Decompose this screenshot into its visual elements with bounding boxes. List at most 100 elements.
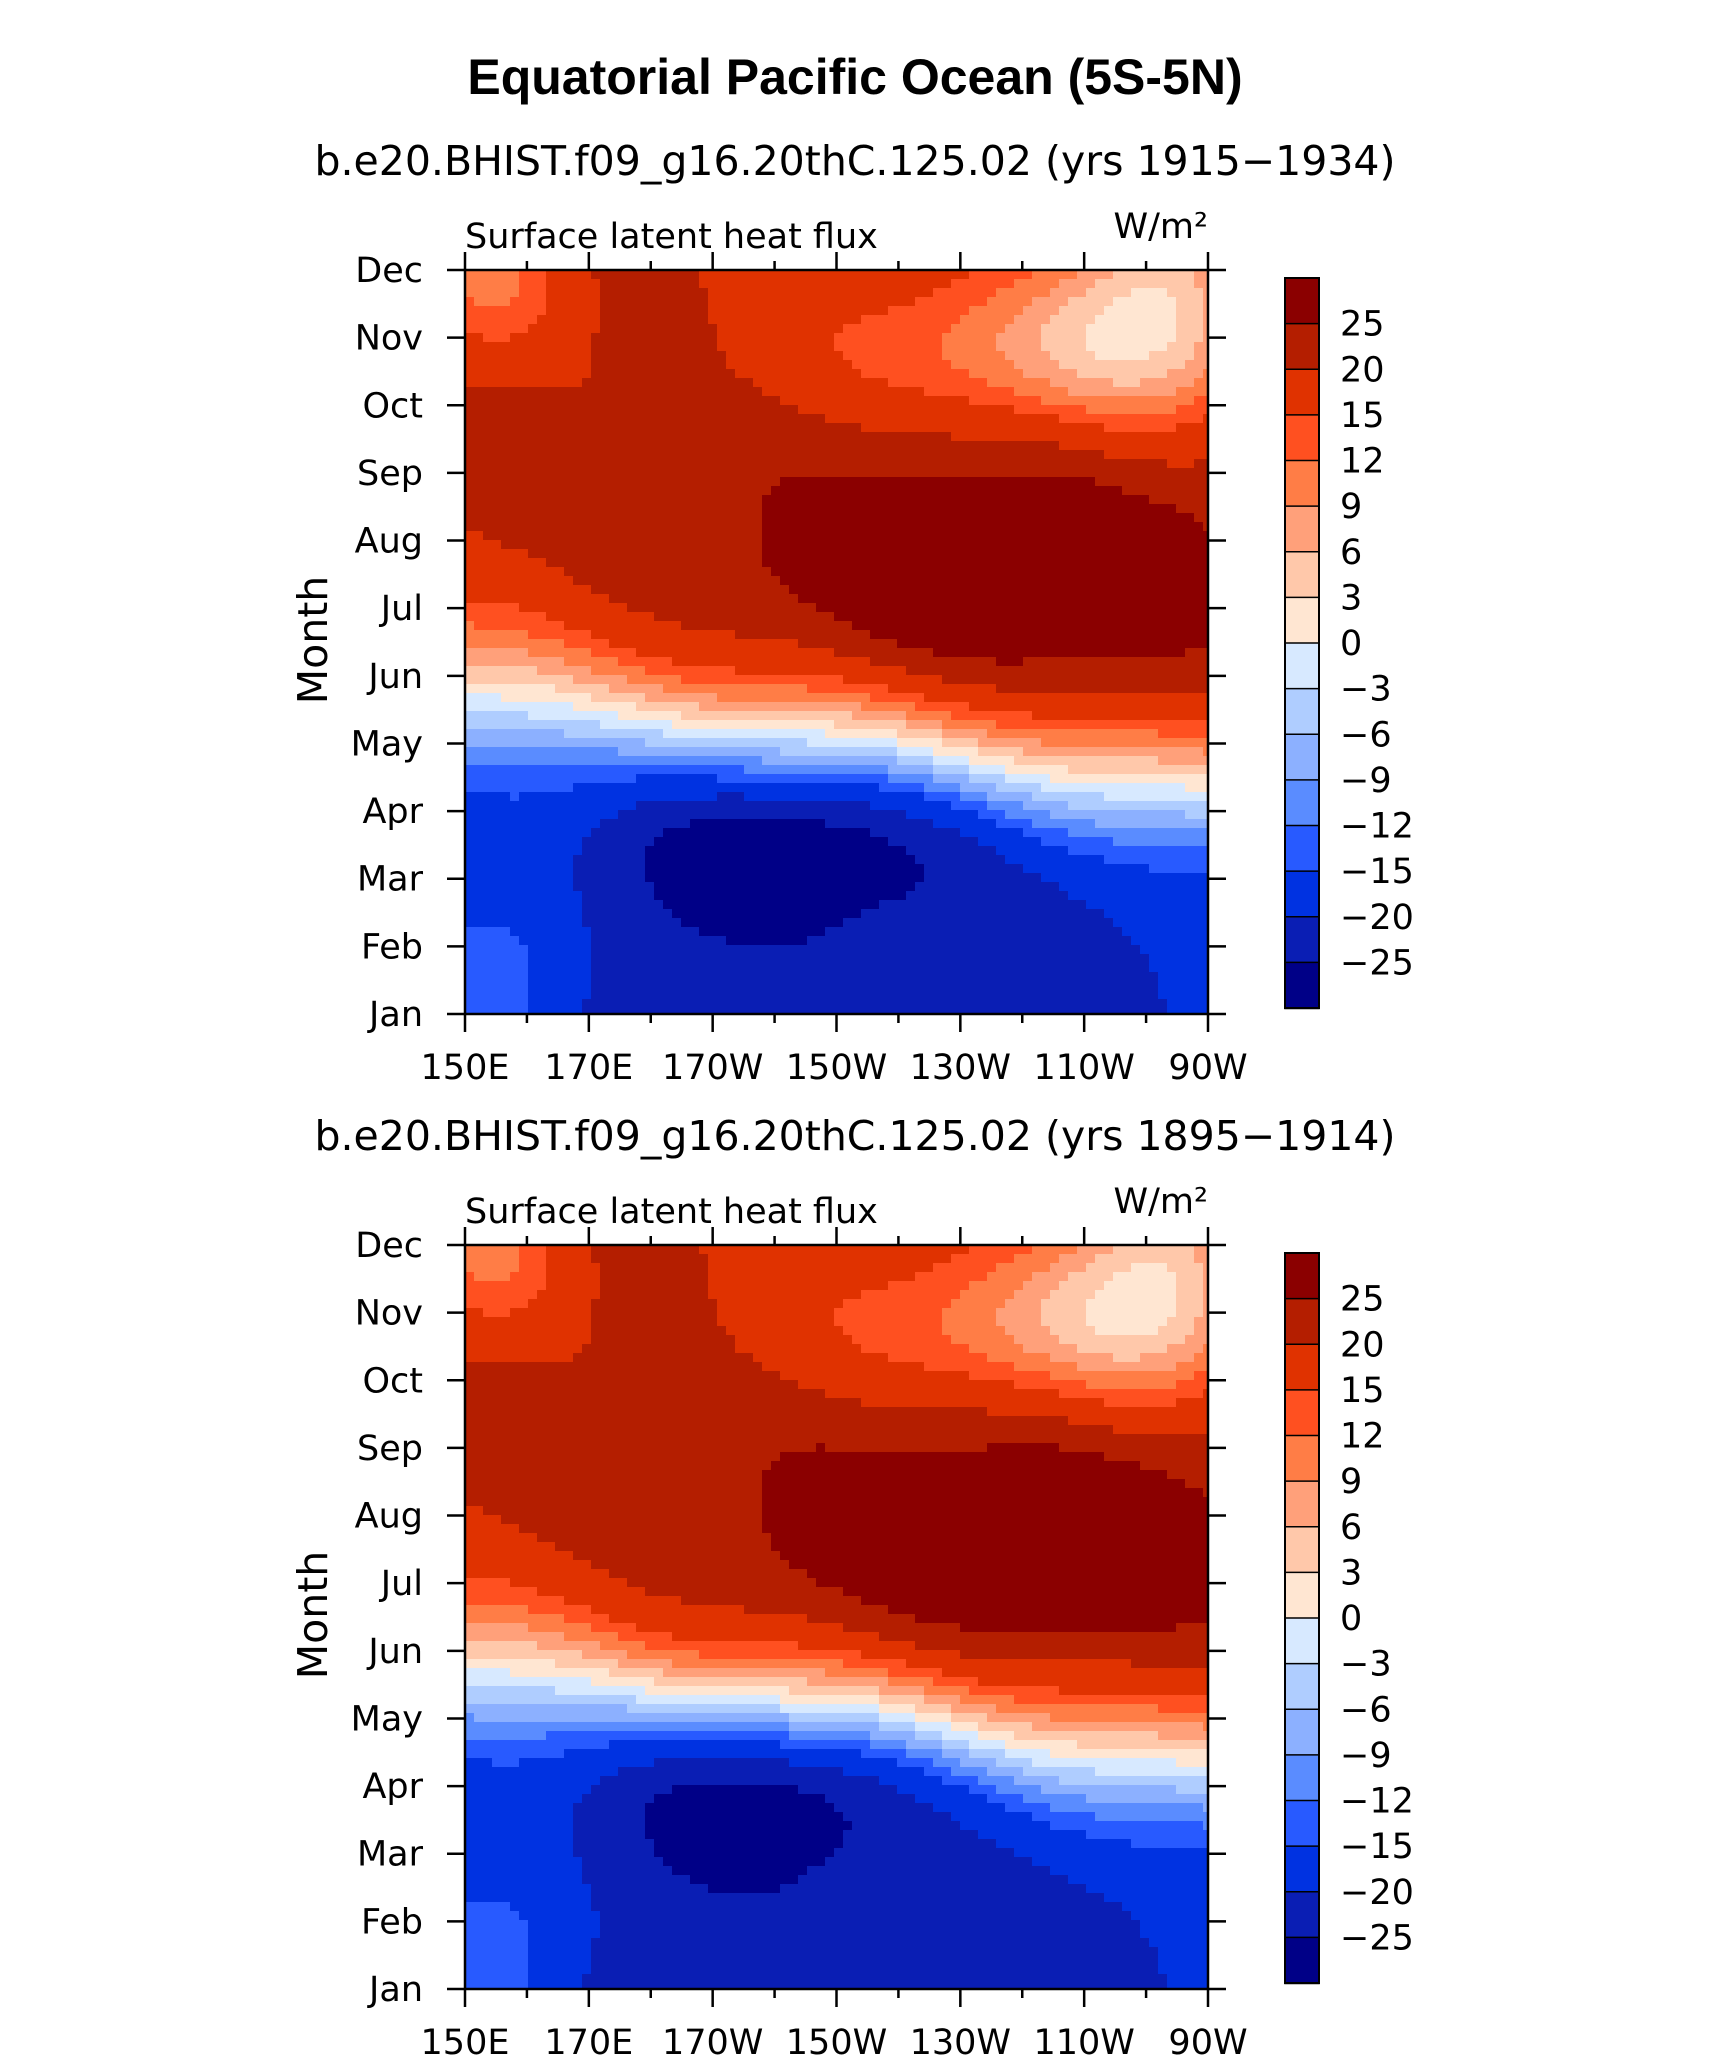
field-cell	[573, 621, 583, 631]
field-cell	[1176, 558, 1186, 568]
field-cell	[465, 333, 475, 343]
field-cell	[1086, 711, 1096, 721]
field-cell	[1023, 729, 1033, 739]
field-cell	[663, 603, 673, 613]
field-cell	[870, 369, 880, 379]
field-cell	[564, 693, 574, 703]
field-cell	[519, 477, 529, 487]
field-cell	[1149, 585, 1159, 595]
field-cell	[672, 648, 682, 658]
field-cell	[609, 477, 619, 487]
field-cell	[816, 270, 826, 280]
field-cell	[807, 648, 817, 658]
field-cell	[924, 360, 934, 370]
field-cell	[960, 405, 970, 415]
field-cell	[816, 504, 826, 514]
field-cell	[906, 585, 916, 595]
field-cell	[960, 513, 970, 523]
field-cell	[474, 594, 484, 604]
field-cell	[1158, 432, 1168, 442]
field-cell	[636, 360, 646, 370]
field-cell	[1032, 576, 1042, 586]
field-cell	[978, 729, 988, 739]
field-cell	[600, 441, 610, 451]
field-cell	[1023, 270, 1033, 280]
field-cell	[753, 684, 763, 694]
field-cell	[1059, 279, 1069, 289]
field-cell	[771, 396, 781, 406]
field-cell	[933, 324, 943, 334]
field-cell	[1203, 450, 1209, 460]
field-cell	[951, 774, 961, 784]
field-cell	[942, 774, 952, 784]
field-cell	[726, 288, 736, 298]
field-cell	[618, 747, 628, 757]
field-cell	[924, 405, 934, 415]
field-cell	[744, 414, 754, 424]
field-cell	[636, 621, 646, 631]
field-cell	[978, 288, 988, 298]
field-cell	[834, 558, 844, 568]
field-cell	[906, 333, 916, 343]
field-cell	[1185, 360, 1195, 370]
field-cell	[771, 450, 781, 460]
field-cell	[879, 720, 889, 730]
field-cell	[609, 792, 619, 802]
field-cell	[636, 387, 646, 397]
field-cell	[699, 675, 709, 685]
field-cell	[1140, 702, 1150, 712]
field-cell	[861, 414, 871, 424]
field-cell	[798, 504, 808, 514]
field-cell	[465, 342, 475, 352]
field-cell	[609, 378, 619, 388]
field-cell	[798, 801, 808, 811]
field-cell	[510, 378, 520, 388]
field-cell	[636, 657, 646, 667]
field-cell	[897, 738, 907, 748]
field-cell	[618, 756, 628, 766]
field-cell	[744, 648, 754, 658]
field-cell	[861, 531, 871, 541]
field-cell	[1122, 801, 1132, 811]
field-cell	[1149, 504, 1159, 514]
field-cell	[645, 378, 655, 388]
field-cell	[735, 774, 745, 784]
field-cell	[555, 540, 565, 550]
field-cell	[1014, 423, 1024, 433]
field-cell	[645, 459, 655, 469]
field-cell	[1158, 288, 1168, 298]
field-cell	[888, 612, 898, 622]
field-cell	[717, 522, 727, 532]
field-cell	[591, 351, 601, 361]
field-cell	[933, 639, 943, 649]
field-cell	[555, 693, 565, 703]
field-cell	[933, 648, 943, 658]
field-cell	[870, 432, 880, 442]
field-cell	[1149, 279, 1159, 289]
field-cell	[465, 558, 475, 568]
field-cell	[1194, 531, 1204, 541]
field-cell	[1095, 558, 1105, 568]
field-cell	[951, 369, 961, 379]
field-cell	[645, 567, 655, 577]
field-cell	[1068, 765, 1078, 775]
field-cell	[555, 774, 565, 784]
field-cell	[546, 513, 556, 523]
field-cell	[762, 513, 772, 523]
field-cell	[762, 369, 772, 379]
field-cell	[1194, 459, 1204, 469]
field-cell	[825, 324, 835, 334]
field-cell	[573, 558, 583, 568]
field-cell	[1140, 639, 1150, 649]
field-cell	[969, 765, 979, 775]
field-cell	[690, 630, 700, 640]
field-cell	[1140, 585, 1150, 595]
field-cell	[1131, 603, 1141, 613]
field-cell	[537, 531, 547, 541]
field-cell	[1095, 423, 1105, 433]
field-cell	[780, 756, 790, 766]
field-cell	[933, 369, 943, 379]
field-cell	[1113, 270, 1123, 280]
field-cell	[645, 594, 655, 604]
field-cell	[636, 666, 646, 676]
